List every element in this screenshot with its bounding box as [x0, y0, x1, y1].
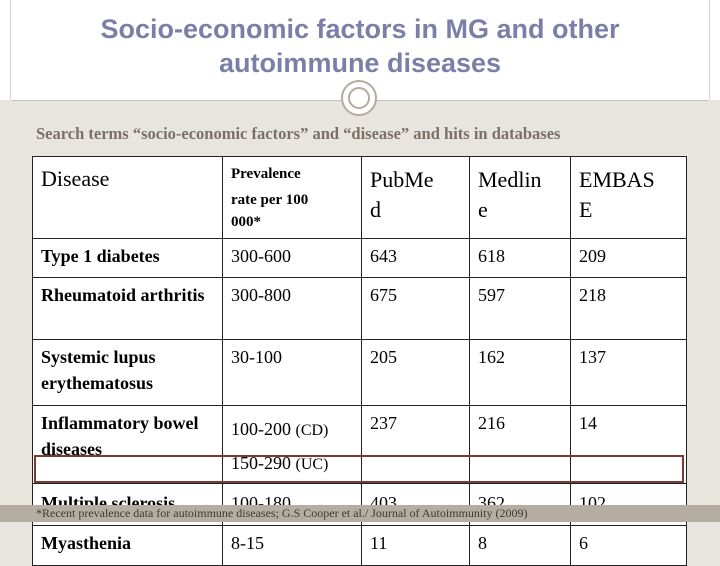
table-row: Systemic lupus erythematosus 30-100 205 …	[32, 339, 687, 406]
header-embase: EMBAS E	[570, 156, 687, 239]
prevalence-cd-value: 100-200	[231, 419, 291, 439]
row-pubmed: 643	[361, 238, 470, 278]
row-disease: Systemic lupus erythematosus	[32, 339, 223, 406]
hits-table: Disease Prevalence rate per 100 000* Pub…	[32, 156, 687, 566]
row-embase: 137	[570, 339, 687, 406]
prevalence-uc-note: (UC)	[295, 456, 329, 473]
row-disease: Type 1 diabetes	[32, 238, 223, 278]
row-pubmed: 237	[361, 405, 470, 484]
row-prevalence: 100-200 (CD) 150-290 (UC)	[222, 405, 362, 484]
row-prevalence: 8-15	[222, 525, 362, 566]
slide-subtitle: Search terms “socio-economic factors” an…	[36, 124, 561, 143]
slide-title-line-2: autoimmune diseases	[218, 48, 502, 78]
table-row: Myasthenia 8-15 11 8 6	[32, 525, 687, 566]
table-row: Rheumatoid arthritis 300-800 675 597 218	[32, 277, 687, 340]
circle-ornament-icon	[341, 80, 377, 116]
header-pubmed-line-1: PubMe	[370, 167, 434, 192]
row-prevalence: 30-100	[222, 339, 362, 406]
row-embase: 6	[570, 525, 687, 566]
header-prevalence-line-1: Prevalence	[231, 166, 301, 182]
row-medline: 8	[469, 525, 571, 566]
header-medline-line-2: e	[478, 197, 488, 222]
row-embase: 218	[570, 277, 687, 340]
row-pubmed: 11	[361, 525, 470, 566]
row-prevalence: 300-800	[222, 277, 362, 340]
header-prevalence: Prevalence rate per 100 000*	[222, 156, 362, 239]
row-pubmed: 675	[361, 277, 470, 340]
header-disease-label: Disease	[41, 166, 110, 191]
row-medline: 597	[469, 277, 571, 340]
footnote-bar: *Recent prevalence data for autoimmune d…	[0, 505, 720, 522]
row-embase: 14	[570, 405, 687, 484]
row-embase: 209	[570, 238, 687, 278]
row-medline: 162	[469, 339, 571, 406]
header-embase-line-2: E	[579, 197, 593, 222]
row-medline: 618	[469, 238, 571, 278]
row-pubmed: 205	[361, 339, 470, 406]
table-row: Type 1 diabetes 300-600 643 618 209	[32, 238, 687, 278]
header-disease: Disease	[32, 156, 223, 239]
header-prevalence-line-3: 000*	[231, 214, 261, 230]
header-medline-line-1: Medlin	[478, 167, 542, 192]
table-row: Inflammatory bowel diseases 100-200 (CD)…	[32, 405, 687, 484]
header-medline: Medlin e	[469, 156, 571, 239]
row-prevalence: 300-600	[222, 238, 362, 278]
header-embase-line-1: EMBAS	[579, 167, 655, 192]
header-prevalence-line-2: rate per 100	[231, 192, 309, 208]
prevalence-cd: 100-200 (CD)	[231, 416, 353, 444]
row-medline: 216	[469, 405, 571, 484]
slide-title-line-1: Socio-economic factors in MG and other	[100, 14, 620, 44]
row-disease: Rheumatoid arthritis	[32, 277, 223, 340]
header-pubmed: PubMe d	[361, 156, 470, 239]
slide-title: Socio-economic factors in MG and other a…	[0, 12, 720, 80]
prevalence-cd-note: (CD)	[295, 422, 329, 439]
row-disease: Inflammatory bowel diseases	[32, 405, 223, 484]
prevalence-uc-value: 150-290	[231, 453, 291, 473]
table-header-row: Disease Prevalence rate per 100 000* Pub…	[32, 156, 687, 239]
prevalence-uc: 150-290 (UC)	[231, 450, 353, 478]
header-pubmed-line-2: d	[370, 197, 381, 222]
row-disease: Myasthenia	[32, 525, 223, 566]
